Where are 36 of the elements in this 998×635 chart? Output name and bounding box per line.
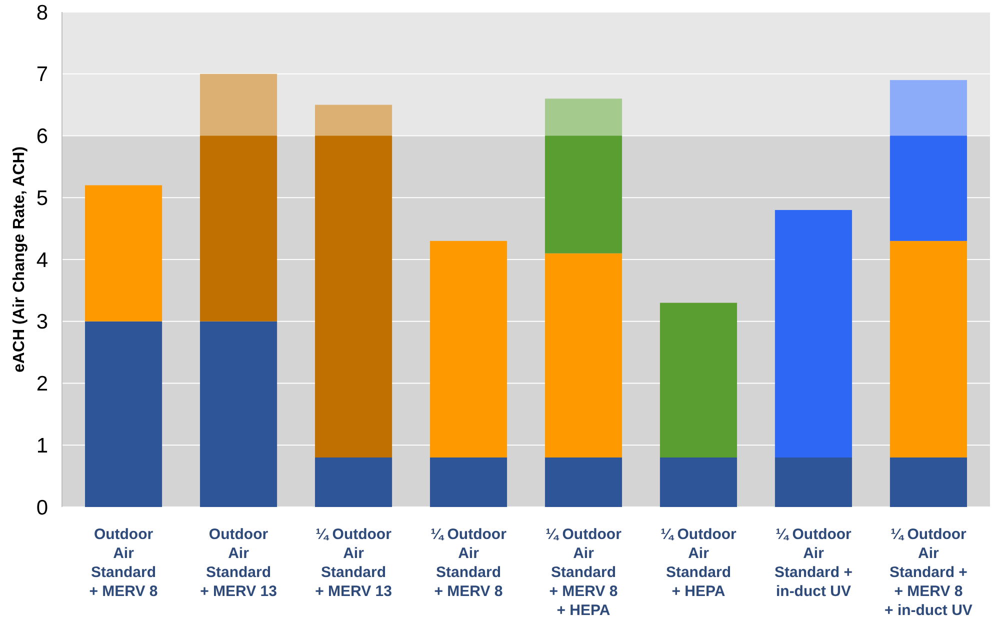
bar bbox=[430, 458, 508, 507]
x-tick-label: Outdoor Air Standard + MERV 13 bbox=[200, 526, 277, 600]
x-tick-label: ¼ Outdoor Air Standard + + MERV 8 + in-duct UV bbox=[884, 526, 972, 619]
y-tick-label: 2 bbox=[36, 372, 48, 396]
bar bbox=[660, 302, 738, 458]
bar bbox=[660, 458, 738, 507]
y-tick-label: 4 bbox=[36, 248, 48, 272]
bar bbox=[544, 98, 622, 254]
bar bbox=[890, 240, 967, 458]
y-tick-label: 6 bbox=[36, 125, 48, 148]
x-tick-label: ¼ Outdoor Air Standard + MERV 8 + HEPA bbox=[546, 526, 622, 619]
bar bbox=[200, 74, 278, 322]
y-tick-label: 0 bbox=[36, 496, 48, 520]
y-tick-label: 5 bbox=[36, 186, 48, 210]
bar bbox=[314, 104, 392, 458]
x-tick-label: ¼ Outdoor Air Standard + MERV 8 bbox=[430, 526, 507, 600]
x-tick-label: Outdoor Air Standard + MERV 8 bbox=[89, 526, 158, 600]
y-axis-title: eACH (Air Change Rate, ACH) bbox=[11, 146, 28, 373]
bar bbox=[200, 321, 278, 507]
bar bbox=[890, 458, 967, 507]
y-tick-label: 3 bbox=[36, 310, 48, 334]
bar bbox=[85, 321, 162, 507]
bar bbox=[314, 458, 392, 507]
bar bbox=[430, 240, 508, 458]
x-tick-label: ¼ Outdoor Air Standard + in-duct UV bbox=[774, 526, 853, 600]
bar bbox=[890, 80, 967, 241]
y-tick-label: 1 bbox=[36, 434, 48, 458]
x-tick-label: ¼ Outdoor Air Standard + HEPA bbox=[660, 526, 737, 600]
bar bbox=[85, 185, 162, 322]
bar bbox=[544, 458, 622, 507]
bar bbox=[774, 458, 852, 507]
bar bbox=[544, 253, 622, 458]
x-tick-label: ¼ Outdoor Air Standard + MERV 13 bbox=[315, 526, 392, 600]
y-tick-label: 8 bbox=[36, 1, 48, 24]
bar bbox=[774, 210, 852, 458]
y-tick-label: 7 bbox=[36, 63, 48, 86]
